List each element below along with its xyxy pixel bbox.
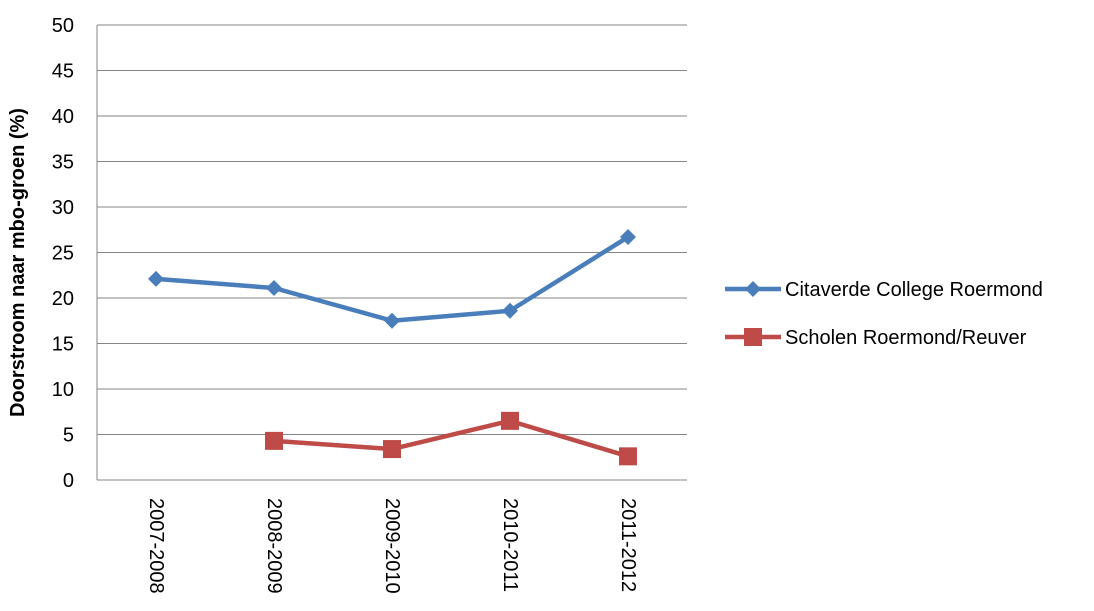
y-tick-label: 10 [52,379,74,401]
axes [96,25,687,481]
data-point [265,431,283,450]
data-point [383,440,401,459]
y-tick-label: 50 [52,15,74,37]
y-tick-label: 25 [52,243,74,265]
series-1 [148,229,636,329]
series-line [153,234,631,323]
legend-item: Citaverde College Roermond [725,279,1043,301]
y-tick-label: 45 [52,61,74,83]
legend: Citaverde College Roermond Scholen Roermo… [725,279,1043,349]
y-axis-title: Doorstroom naar mbo-groen (%) [7,108,29,417]
data-point [502,302,518,319]
x-tick-label: 2009-2010 [381,498,403,594]
y-tick-label: 15 [52,334,74,356]
y-tick-label: 0 [63,470,74,492]
legend-label: Citaverde College Roermond [785,279,1043,301]
x-tick-label: 2010-2011 [499,498,521,592]
data-point [501,411,519,430]
x-tick-labels: 2007-2008 2008-2009 2009-2010 2010-2011 2011… [145,498,639,594]
legend-marker [744,328,762,346]
y-tick-label: 20 [52,288,74,310]
series-2 [265,411,637,466]
y-tick-label: 40 [52,106,74,128]
data-point [266,279,282,296]
data-point [620,229,636,246]
y-tick-label: 30 [52,197,74,219]
x-tick-label: 2008-2009 [263,498,285,594]
y-tick-labels: 0 5 10 15 20 25 30 35 40 45 50 [52,15,74,492]
data-point [148,270,164,287]
gridlines [97,24,687,481]
data-point [384,312,400,329]
x-tick-label: 2007-2008 [145,498,167,594]
data-point [619,447,637,466]
legend-item: Scholen Roermond/Reuver [725,327,1027,349]
series-line [271,418,631,459]
legend-label: Scholen Roermond/Reuver [785,327,1027,349]
legend-marker [745,281,761,297]
y-tick-label: 5 [63,425,74,447]
y-tick-label: 35 [52,152,74,174]
x-tick-label: 2011-2012 [617,498,639,592]
series-layer [148,229,637,466]
